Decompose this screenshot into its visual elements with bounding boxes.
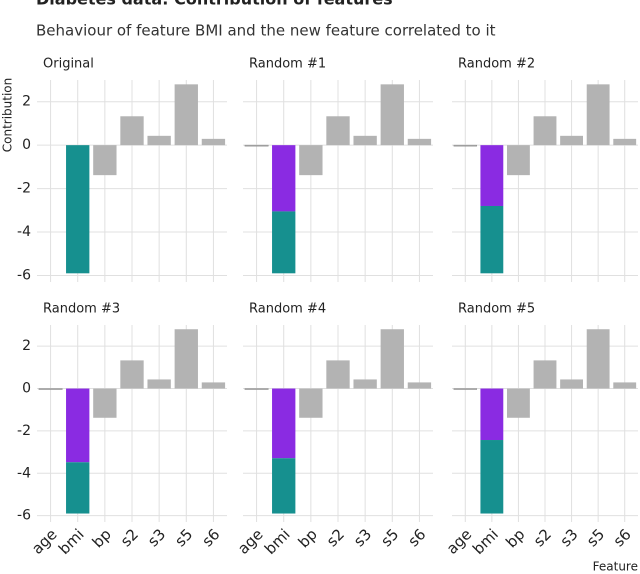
x-tick-label: s5 <box>171 525 196 550</box>
bar <box>480 388 504 441</box>
bar <box>120 116 144 146</box>
x-tick-label: s2 <box>323 525 348 550</box>
x-tick-label: bp <box>502 525 528 551</box>
bar <box>453 144 477 147</box>
bar <box>480 440 504 514</box>
bar <box>533 116 557 146</box>
facet-title: Random #4 <box>249 302 326 317</box>
bar <box>174 84 198 146</box>
x-tick-label: age <box>234 525 266 557</box>
y-tick-label: -2 <box>17 423 31 439</box>
bar <box>272 211 296 274</box>
y-tick-label: -6 <box>17 508 31 524</box>
x-tick-label: s5 <box>377 525 402 550</box>
bar <box>299 145 323 176</box>
y-tick-label: -6 <box>17 267 31 283</box>
bar <box>272 388 296 459</box>
x-tick-label: age <box>443 525 475 557</box>
x-axis-label: Feature <box>593 560 638 574</box>
bar <box>453 388 477 390</box>
facet-title: Random #1 <box>249 57 326 72</box>
bar <box>560 379 583 389</box>
x-tick-label: bp <box>295 525 321 551</box>
x-tick-label: bp <box>89 525 115 551</box>
bar <box>174 329 198 389</box>
bar <box>299 388 323 418</box>
bar <box>480 205 504 274</box>
bar <box>560 135 583 146</box>
x-tick-label: s6 <box>404 525 429 550</box>
bar <box>38 388 63 390</box>
x-tick-label: s3 <box>557 525 582 550</box>
y-tick-label: -2 <box>17 181 31 197</box>
bar <box>272 458 296 514</box>
bar <box>66 462 90 514</box>
y-tick-label: 0 <box>22 381 31 397</box>
bar <box>353 379 377 389</box>
bar <box>326 360 350 389</box>
x-tick-label: s6 <box>610 525 635 550</box>
bar <box>272 145 296 212</box>
bar <box>380 84 404 146</box>
facet-title: Random #5 <box>458 302 535 317</box>
bar <box>66 388 90 463</box>
bar <box>507 145 530 176</box>
chart-title: Diabetes data: Contribution of features <box>36 0 393 9</box>
facet-title: Random #3 <box>43 302 120 317</box>
bar <box>533 360 557 389</box>
x-tick-label: s3 <box>144 525 169 550</box>
bar <box>407 138 432 146</box>
y-tick-label: 2 <box>22 94 31 110</box>
y-tick-label: 2 <box>22 338 31 354</box>
bar <box>326 116 350 146</box>
bar <box>353 135 377 146</box>
y-tick-label: 0 <box>22 137 31 153</box>
bar <box>120 360 144 389</box>
bar <box>66 145 90 274</box>
bar <box>613 382 637 389</box>
x-tick-label: s2 <box>530 525 555 550</box>
facet-title: Original <box>43 57 94 72</box>
bar <box>613 138 637 146</box>
facet-title: Random #2 <box>458 57 535 72</box>
x-tick-label: bmi <box>469 525 502 558</box>
bar <box>147 135 171 146</box>
bar <box>93 388 117 418</box>
bar <box>93 145 117 176</box>
bar <box>586 329 610 389</box>
bar <box>147 379 171 389</box>
bar <box>507 388 530 418</box>
x-tick-label: age <box>28 525 60 557</box>
y-axis-label: Contribution <box>1 78 15 153</box>
y-tick-label: -4 <box>17 224 31 240</box>
bar <box>244 388 269 390</box>
x-tick-label: bmi <box>261 525 294 558</box>
x-tick-label: s5 <box>583 525 608 550</box>
bar <box>480 145 504 206</box>
x-tick-label: bmi <box>55 525 88 558</box>
bar <box>244 144 269 147</box>
bar <box>201 382 226 389</box>
bar <box>201 138 226 146</box>
x-tick-label: s2 <box>117 525 142 550</box>
x-tick-label: s6 <box>198 525 223 550</box>
x-tick-label: s3 <box>350 525 375 550</box>
bar <box>380 329 404 389</box>
y-tick-label: -4 <box>17 465 31 481</box>
bar <box>586 84 610 146</box>
bar <box>407 382 432 389</box>
chart-subtitle: Behaviour of feature BMI and the new fea… <box>36 22 496 40</box>
